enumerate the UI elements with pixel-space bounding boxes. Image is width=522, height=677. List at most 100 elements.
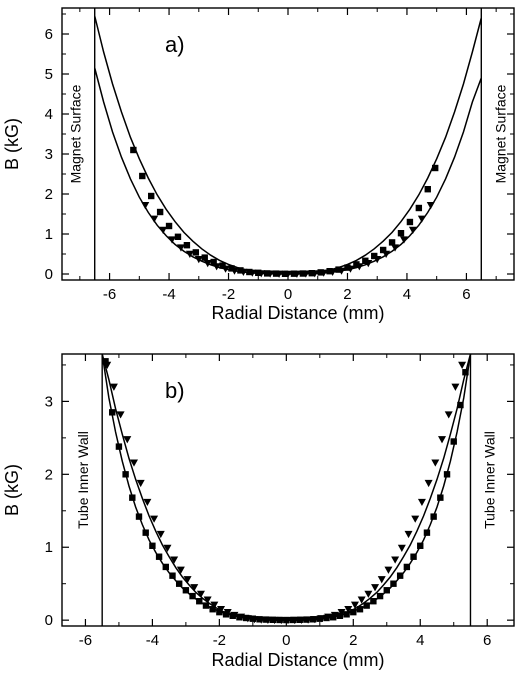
triangle-marker <box>196 590 205 598</box>
y-tick-label: 6 <box>45 26 53 43</box>
square-marker <box>148 192 155 200</box>
triangle-marker <box>328 268 337 276</box>
square-marker <box>139 172 146 180</box>
triangle-marker <box>183 576 192 584</box>
square-marker <box>430 513 437 520</box>
square-marker <box>423 529 431 536</box>
triangle-marker <box>391 556 400 564</box>
square-marker <box>388 239 396 246</box>
triangle-marker <box>371 584 380 592</box>
x-tick-label: -4 <box>162 286 175 303</box>
triangle-marker <box>136 479 145 488</box>
square-marker <box>376 592 384 600</box>
fit-curve <box>93 15 483 275</box>
square-marker <box>350 608 357 616</box>
triangle-marker <box>399 236 408 244</box>
triangle-marker <box>257 616 266 624</box>
triangle-marker <box>176 244 185 252</box>
square-marker <box>263 270 271 277</box>
y-tick-label: 4 <box>45 106 53 123</box>
y-axis-title: B (kG) <box>2 464 22 516</box>
square-marker <box>390 580 397 587</box>
triangle-marker <box>116 411 125 419</box>
y-tick-label: 2 <box>45 466 53 483</box>
y-tick-label: 0 <box>45 266 53 283</box>
square-marker <box>162 563 169 571</box>
triangle-marker <box>438 436 447 444</box>
triangle-marker <box>451 383 460 391</box>
triangle-marker <box>223 608 232 617</box>
y-tick-label: 1 <box>45 539 53 556</box>
triangle-marker <box>239 268 248 276</box>
y-tick-label: 3 <box>45 393 53 410</box>
triangle-marker <box>431 459 440 467</box>
triangle-marker <box>364 260 373 268</box>
fit-curve <box>101 354 472 621</box>
triangle-marker <box>277 616 286 625</box>
panel-label: b) <box>165 378 185 403</box>
y-axis-title: B (kG) <box>2 118 22 170</box>
triangle-marker <box>163 544 172 552</box>
triangle-marker <box>373 256 382 264</box>
triangle-marker <box>284 270 292 278</box>
triangle-marker <box>411 515 420 523</box>
y-tick-label: 5 <box>45 66 53 83</box>
triangle-marker <box>404 530 413 539</box>
triangle-marker <box>270 616 279 625</box>
square-marker <box>122 471 129 478</box>
square-marker <box>317 269 324 276</box>
triangle-marker <box>301 270 310 278</box>
square-marker <box>450 438 457 445</box>
square-marker <box>135 513 143 520</box>
triangle-marker <box>123 436 132 444</box>
square-marker <box>216 608 223 616</box>
boundary-label: Tube Inner Wall <box>481 431 497 529</box>
triangle-marker <box>364 590 373 598</box>
square-marker <box>129 494 136 501</box>
square-marker <box>149 542 156 549</box>
triangle-marker <box>237 613 246 621</box>
square-marker <box>165 222 173 230</box>
square-marker <box>431 164 439 172</box>
triangle-marker <box>337 267 346 275</box>
square-marker <box>417 542 424 549</box>
square-marker <box>356 606 364 613</box>
triangle-marker <box>263 616 272 624</box>
x-tick-label: 6 <box>483 632 491 649</box>
triangle-marker <box>248 269 257 277</box>
boundary-label: Magnet Surface <box>68 84 84 183</box>
triangle-marker <box>337 608 346 617</box>
square-marker <box>255 269 262 276</box>
square-marker <box>343 611 350 618</box>
square-marker <box>246 268 253 276</box>
triangle-marker <box>319 269 328 277</box>
square-marker <box>174 233 182 240</box>
square-marker <box>403 563 411 571</box>
triangle-marker <box>250 616 259 624</box>
triangle-marker <box>284 616 292 625</box>
triangle-marker <box>324 613 333 621</box>
square-marker <box>210 258 217 266</box>
square-marker <box>175 580 183 587</box>
triangle-marker <box>141 202 150 210</box>
triangle-marker <box>156 530 165 539</box>
triangle-marker <box>150 215 159 223</box>
triangle-marker <box>310 616 319 624</box>
panel-b: -6 -4 -2 0 2 4 6 0 1 2 3 Radial Distance (mm) B (kG)… <box>2 353 515 670</box>
triangle-marker <box>159 226 168 234</box>
square-marker <box>457 401 464 409</box>
triangle-marker <box>426 202 435 210</box>
triangle-marker <box>203 260 212 268</box>
square-marker <box>344 264 351 271</box>
x-axis-title: Radial Distance (mm) <box>211 303 384 323</box>
data-layer <box>93 8 483 280</box>
triangle-marker <box>176 566 185 574</box>
square-marker <box>326 268 333 275</box>
triangle-marker <box>417 215 426 223</box>
triangle-marker <box>290 616 299 625</box>
triangle-marker <box>292 270 301 278</box>
square-marker <box>219 262 226 269</box>
x-tick-label: 6 <box>462 286 470 303</box>
square-marker <box>415 204 423 212</box>
